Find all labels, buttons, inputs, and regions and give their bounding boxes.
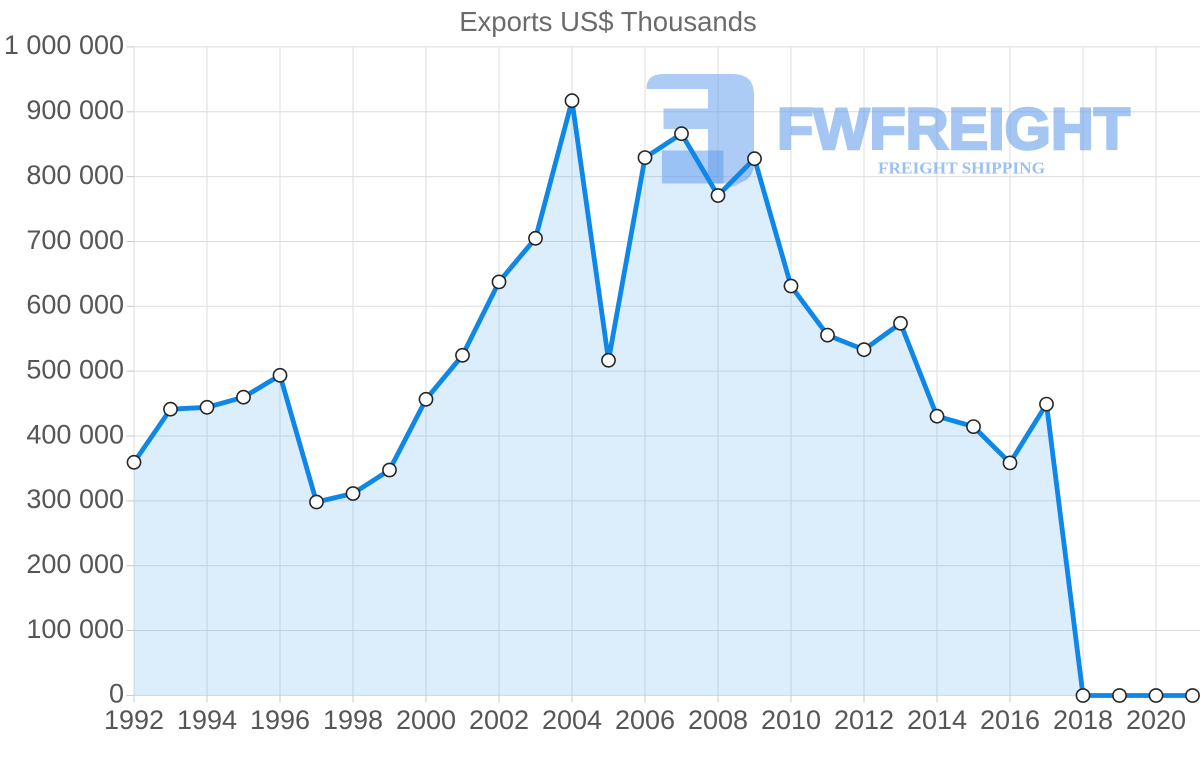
svg-text:2010: 2010 [761,705,821,735]
svg-text:2004: 2004 [542,705,602,735]
svg-text:Exports US$ Thousands: Exports US$ Thousands [459,6,757,37]
svg-text:FREIGHT SHIPPING: FREIGHT SHIPPING [878,159,1045,178]
svg-text:400 000: 400 000 [26,419,124,449]
svg-text:2002: 2002 [469,705,529,735]
svg-text:700 000: 700 000 [26,225,124,255]
svg-text:100 000: 100 000 [26,614,124,644]
svg-text:2020: 2020 [1126,705,1186,735]
svg-text:1 000 000: 1 000 000 [4,30,124,60]
svg-text:800 000: 800 000 [26,160,124,190]
svg-text:1996: 1996 [250,705,310,735]
svg-text:1992: 1992 [104,705,164,735]
svg-text:500 000: 500 000 [26,354,124,384]
svg-text:200 000: 200 000 [26,549,124,579]
svg-text:2016: 2016 [980,705,1040,735]
svg-text:300 000: 300 000 [26,484,124,514]
svg-text:2014: 2014 [907,705,967,735]
svg-text:2018: 2018 [1053,705,1113,735]
svg-text:900 000: 900 000 [26,95,124,125]
svg-text:2006: 2006 [615,705,675,735]
svg-text:1998: 1998 [323,705,383,735]
svg-text:0: 0 [109,679,124,709]
svg-text:FWFREIGHT: FWFREIGHT [777,97,1130,162]
svg-text:2012: 2012 [834,705,894,735]
svg-text:600 000: 600 000 [26,290,124,320]
svg-text:1994: 1994 [177,705,237,735]
svg-text:2008: 2008 [688,705,748,735]
svg-text:2000: 2000 [396,705,456,735]
